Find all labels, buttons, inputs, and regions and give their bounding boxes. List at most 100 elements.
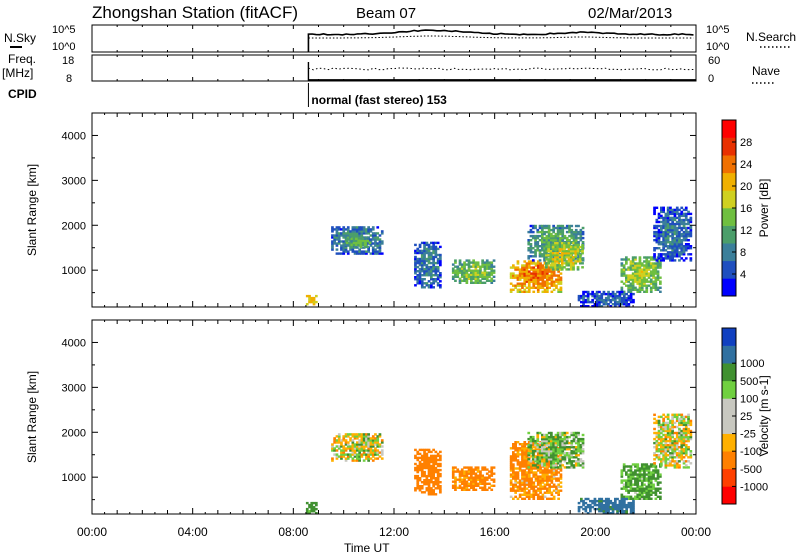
heatmap-cell xyxy=(627,495,630,498)
heatmap-cell xyxy=(423,267,426,271)
heatmap-cell xyxy=(666,431,670,435)
heatmap-cell xyxy=(353,449,357,452)
heatmap-cell xyxy=(530,262,533,265)
heatmap-cell xyxy=(527,230,531,234)
heatmap-cell xyxy=(365,439,368,442)
colorbar-swatch xyxy=(722,486,736,505)
heatmap-cell xyxy=(586,290,590,294)
heatmap-cell xyxy=(664,441,668,445)
heatmap-cell xyxy=(538,234,542,238)
heatmap-cell xyxy=(512,276,515,279)
heatmap-cell xyxy=(436,452,440,456)
heatmap-cell xyxy=(574,254,578,257)
heatmap-cell xyxy=(577,232,580,236)
heatmap-cell xyxy=(664,224,668,228)
heatmap-cell xyxy=(563,441,567,445)
heatmap-cell xyxy=(689,230,693,234)
heatmap-cell xyxy=(548,485,551,488)
heatmap-cell xyxy=(565,236,569,240)
heatmap-cell xyxy=(539,483,542,486)
heatmap-cell xyxy=(654,272,658,275)
heatmap-cell xyxy=(474,482,478,485)
heatmap-cell xyxy=(548,463,551,466)
heatmap-cell xyxy=(666,230,670,234)
heatmap-cell xyxy=(579,245,582,249)
heatmap-cell xyxy=(536,466,540,469)
heatmap-cell xyxy=(565,243,569,247)
heatmap-cell xyxy=(623,505,626,509)
heatmap-cell xyxy=(536,228,540,232)
heatmap-cell xyxy=(557,493,560,496)
heatmap-cell xyxy=(308,505,311,509)
heatmap-cell xyxy=(545,466,549,469)
heatmap-cell xyxy=(545,266,548,269)
heatmap-cell xyxy=(643,465,646,468)
heatmap-cell xyxy=(521,443,524,446)
heatmap-cell xyxy=(555,485,558,488)
heatmap-cell xyxy=(481,488,484,491)
heatmap-cell xyxy=(684,435,688,439)
heatmap-cell xyxy=(558,247,562,251)
heatmap-cell xyxy=(420,470,424,474)
heatmap-cell xyxy=(609,298,613,302)
heatmap-cell xyxy=(356,453,359,456)
heatmap-cell xyxy=(554,254,557,257)
heatmap-cell xyxy=(512,469,515,472)
heatmap-cell xyxy=(543,475,547,478)
heatmap-cell xyxy=(430,456,433,460)
heatmap-cell xyxy=(356,228,359,231)
heatmap-cell xyxy=(654,477,658,480)
heatmap-cell xyxy=(629,292,633,296)
heatmap-cell xyxy=(660,255,663,258)
heatmap-cell xyxy=(425,454,429,458)
heatmap-cell xyxy=(572,446,576,449)
heatmap-cell xyxy=(523,276,527,279)
heatmap-cell xyxy=(625,489,628,492)
heatmap-cell xyxy=(369,244,373,247)
heatmap-cell xyxy=(565,446,569,449)
heatmap-cell xyxy=(531,437,535,441)
heatmap-cell xyxy=(684,423,688,427)
heatmap-cell xyxy=(675,437,679,441)
heatmap-cell xyxy=(529,245,533,248)
heatmap-cell xyxy=(536,489,540,492)
heatmap-cell xyxy=(527,288,531,291)
heatmap-cell xyxy=(666,228,670,232)
heatmap-cell xyxy=(439,274,442,277)
heatmap-cell xyxy=(664,214,668,218)
heatmap-cell xyxy=(376,252,380,255)
heatmap-cell xyxy=(527,441,531,444)
heatmap-cell xyxy=(607,294,610,298)
heatmap-cell xyxy=(548,286,551,289)
heatmap-cell xyxy=(675,413,679,416)
heatmap-cell xyxy=(430,274,433,277)
heatmap-cell xyxy=(536,475,540,478)
heatmap-cell xyxy=(530,463,533,466)
heatmap-cell xyxy=(551,260,555,263)
heatmap-cell xyxy=(660,431,663,435)
heatmap-cell xyxy=(529,228,533,232)
heatmap-cell xyxy=(356,459,359,462)
heatmap-cell xyxy=(581,241,585,244)
heatmap-cell xyxy=(623,296,626,300)
heatmap-cell xyxy=(358,457,361,460)
heatmap-cell xyxy=(532,262,536,265)
heatmap-cell xyxy=(521,445,524,448)
heatmap-cell xyxy=(349,230,352,233)
heatmap-cell xyxy=(620,501,624,505)
heatmap-cell xyxy=(591,294,594,298)
heatmap-cell xyxy=(355,237,358,240)
heatmap-cell xyxy=(536,236,540,240)
heatmap-cell xyxy=(527,255,531,258)
heatmap-cell xyxy=(418,272,422,275)
heatmap-cell xyxy=(552,495,556,498)
heatmap-cell xyxy=(534,262,538,265)
heatmap-cell xyxy=(374,457,377,460)
heatmap-cell xyxy=(527,243,531,246)
heatmap-cell xyxy=(425,251,429,255)
heatmap-cell xyxy=(536,479,540,482)
heatmap-cell xyxy=(416,249,420,253)
heatmap-cell xyxy=(568,448,571,451)
heatmap-cell xyxy=(539,485,542,488)
heatmap-cell xyxy=(649,471,653,474)
